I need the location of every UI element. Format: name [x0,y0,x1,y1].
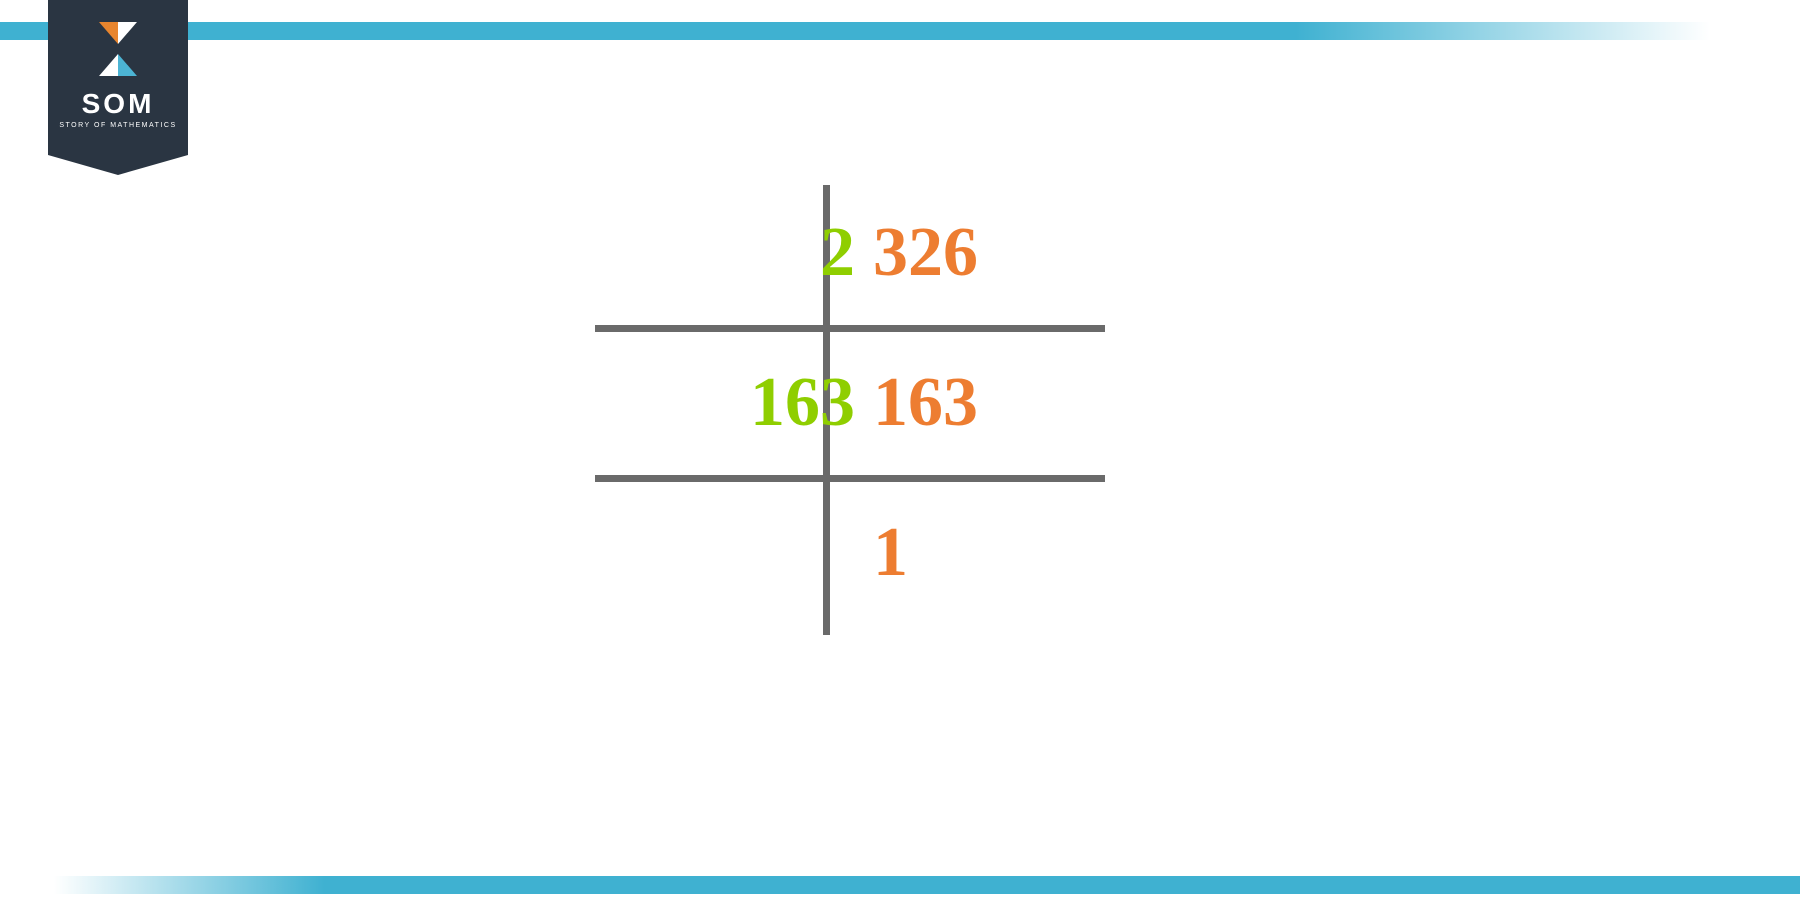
quotient-row-1: 163 [873,363,978,443]
quotient-row-2: 1 [873,513,908,593]
factorization-diagram: 2 326 163 163 1 [565,185,1105,635]
logo-tri-blue [118,54,137,76]
logo-tri-orange [99,22,118,44]
logo-title: SOM [82,88,155,120]
logo-subtitle: STORY OF MATHEMATICS [59,122,176,129]
horizontal-line-2 [595,475,1105,482]
horizontal-line-1 [595,325,1105,332]
divisor-row-0: 2 [820,213,855,293]
bottom-accent-bar [0,876,1800,894]
logo-icon [91,22,145,76]
top-accent-bar [0,22,1800,40]
quotient-row-0: 326 [873,213,978,293]
logo-tri-white-top [118,22,137,44]
logo-badge: SOM STORY OF MATHEMATICS [48,0,188,155]
divisor-row-1: 163 [750,363,855,443]
logo-tri-white-bottom [99,54,118,76]
